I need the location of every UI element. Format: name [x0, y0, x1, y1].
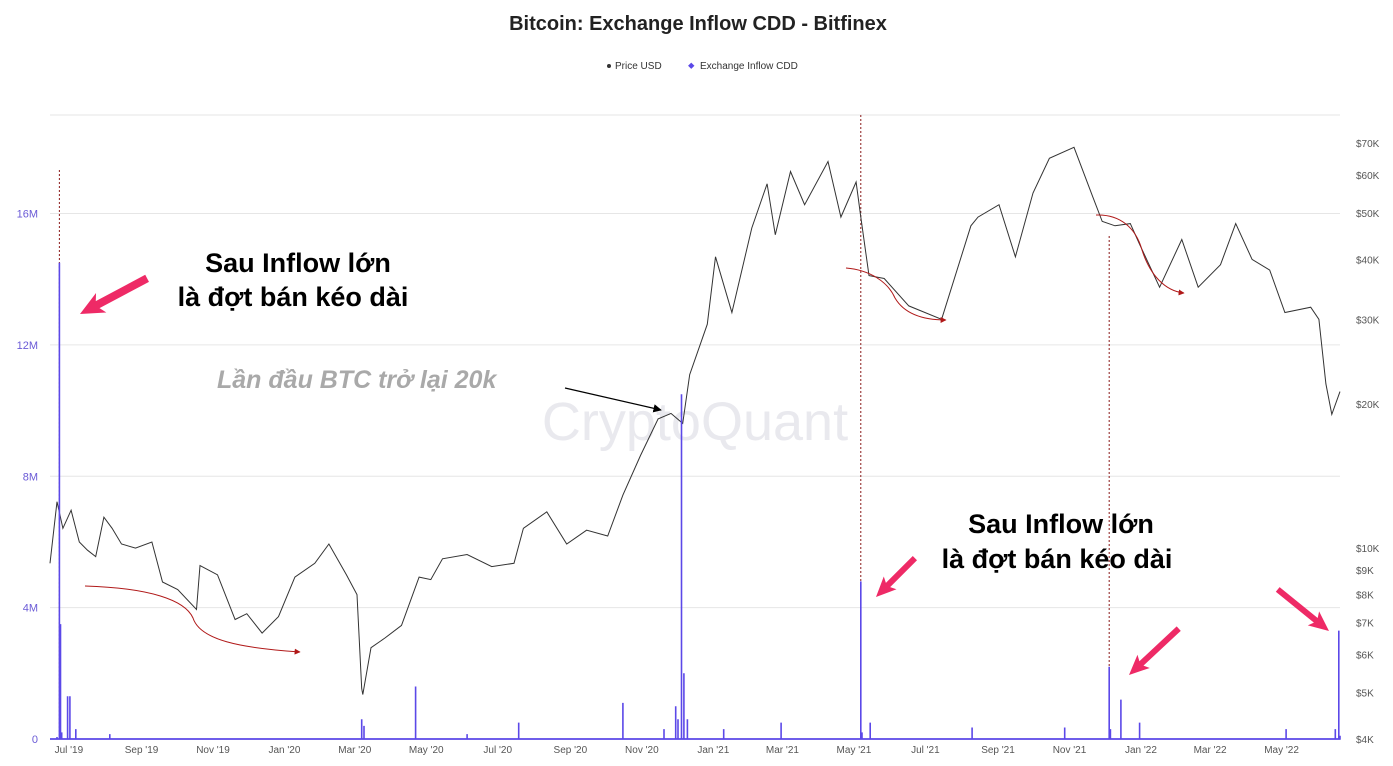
x-tick-label: Sep '21	[981, 745, 1015, 756]
left-tick-label: 0	[32, 734, 38, 746]
x-tick-label: Nov '19	[196, 745, 230, 756]
chart-title: Bitcoin: Exchange Inflow CDD - Bitfinex	[509, 13, 887, 35]
right-tick-label: $40K	[1356, 255, 1380, 266]
curve-arrow-1	[84, 585, 301, 655]
legend-inflow-marker	[688, 62, 695, 69]
note-grey: Lần đầu BTC trở lại 20k	[217, 366, 497, 394]
note-right-line2: là đợt bán kéo dài	[942, 544, 1173, 574]
note-right-line1: Sau Inflow lớn	[968, 509, 1154, 539]
x-tick-label: Mar '21	[766, 745, 799, 756]
right-tick-label: $9K	[1356, 566, 1374, 577]
right-tick-label: $5K	[1356, 689, 1374, 700]
x-tick-label: Mar '22	[1194, 745, 1227, 756]
note-left-line1: Sau Inflow lớn	[205, 248, 391, 278]
x-tick-label: Jul '19	[55, 745, 84, 756]
watermark: CryptoQuant	[542, 392, 848, 452]
x-axis-ticks: Jul '19 Sep '19 Nov '19 Jan '20 Mar '20 May '…	[55, 745, 1300, 756]
x-tick-label: May '20	[409, 745, 444, 756]
pink-arrow-2	[876, 555, 918, 597]
legend-inflow-label: Exchange Inflow CDD	[700, 61, 798, 72]
curve-arrow-3	[1095, 214, 1185, 296]
x-tick-label: Jan '21	[697, 745, 729, 756]
x-tick-label: Jan '20	[269, 745, 301, 756]
price-line	[49, 146, 1341, 695]
right-axis-ticks: $4K $5K $6K $7K $8K $9K $10K $20K $30K $40K $50K $6…	[1356, 139, 1380, 746]
pink-arrow-4	[1275, 587, 1329, 631]
x-tick-label: Jan '22	[1125, 745, 1157, 756]
legend: Price USD Exchange Inflow CDD	[607, 61, 798, 72]
x-tick-label: Jul '21	[911, 745, 940, 756]
left-tick-label: 16M	[17, 209, 38, 221]
legend-price-marker	[607, 64, 611, 68]
right-tick-label: $70K	[1356, 139, 1380, 150]
x-tick-label: Sep '19	[125, 745, 159, 756]
right-tick-label: $60K	[1356, 171, 1380, 182]
x-tick-label: May '22	[1264, 745, 1299, 756]
series-layer	[49, 146, 1341, 740]
pink-arrow-1	[80, 274, 149, 314]
note-grey-arrow	[564, 387, 662, 413]
left-tick-label: 8M	[23, 471, 38, 483]
right-tick-label: $6K	[1356, 651, 1374, 662]
x-tick-label: Nov '21	[1053, 745, 1087, 756]
x-tick-label: Jul '20	[483, 745, 512, 756]
right-tick-label: $50K	[1356, 209, 1380, 220]
left-tick-label: 4M	[23, 603, 38, 615]
pink-arrow-3	[1129, 626, 1181, 675]
right-tick-label: $8K	[1356, 591, 1374, 602]
left-tick-label: 12M	[17, 340, 38, 352]
right-tick-label: $20K	[1356, 400, 1380, 411]
x-tick-label: Mar '20	[338, 745, 371, 756]
x-tick-label: May '21	[837, 745, 872, 756]
left-axis-ticks: 0 4M 8M 12M 16M	[17, 209, 38, 746]
annotations: Sau Inflow lớn là đợt bán kéo dài Sau In…	[80, 214, 1329, 675]
grid	[50, 114, 1340, 609]
right-tick-label: $30K	[1356, 315, 1380, 326]
right-tick-label: $10K	[1356, 544, 1380, 555]
right-tick-label: $4K	[1356, 735, 1374, 746]
note-left-line2: là đợt bán kéo dài	[178, 282, 409, 312]
right-tick-label: $7K	[1356, 618, 1374, 629]
x-tick-label: Nov '20	[625, 745, 659, 756]
x-tick-label: Sep '20	[554, 745, 588, 756]
legend-price-label: Price USD	[615, 61, 662, 72]
curve-arrow-2	[845, 267, 947, 323]
